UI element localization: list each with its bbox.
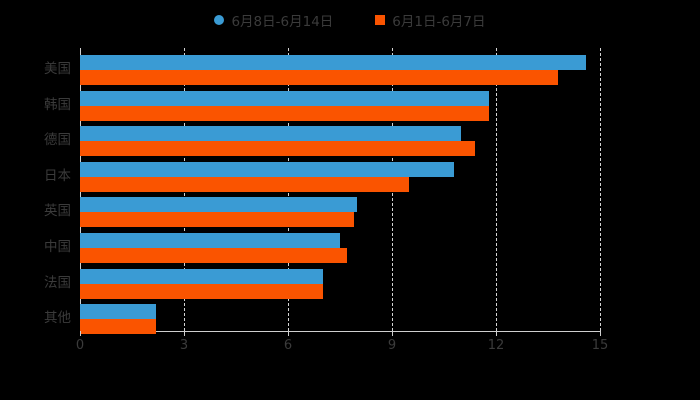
bar-series-2[interactable] [80,319,157,335]
y-axis-category-label: 英国 [44,203,71,220]
x-tick-mark [184,331,185,336]
bar-series-1[interactable] [80,90,490,106]
bar-series-2[interactable] [80,70,559,85]
bar-series-2[interactable] [80,212,354,228]
x-tick-mark [496,331,497,336]
bar-series-2[interactable] [80,248,347,263]
x-tick-mark [600,331,601,336]
legend-swatch-circle-icon [214,15,225,25]
bar-series-1[interactable] [80,304,157,320]
bar-series-1[interactable] [80,233,340,248]
bar-group: 其他 [44,304,600,335]
y-axis-category-label: 日本 [44,167,71,184]
x-axis-line [80,331,601,332]
bar-group: 韩国 [44,90,600,121]
bar-series-2[interactable] [80,105,490,121]
bar-series-1[interactable] [80,55,587,70]
x-tick-label: 3 [179,338,189,353]
x-tick-mark [80,331,81,336]
y-axis-category-label: 法国 [44,274,71,291]
gridline [600,48,601,331]
y-axis-category-label: 韩国 [44,96,71,113]
x-tick-mark [288,331,289,336]
y-axis-category-label: 美国 [44,61,71,77]
bar-group: 中国 [44,233,600,263]
x-tick-label: 9 [387,338,397,353]
legend-label-series-2: 6月1日-6月7日 [392,14,486,30]
x-tick-mark [392,331,393,336]
chart-legend: 6月8日-6月14日 6月1日-6月7日 [0,8,700,32]
x-tick-label: 6 [283,338,293,353]
bar-series-1[interactable] [80,126,462,142]
plot-area: 美国韩国德国日本英国中国法国其他 0 3 6 9 12 15 [44,48,608,353]
x-tick-label: 12 [487,338,505,353]
legend-swatch-square-icon [375,15,386,25]
bar-series-2[interactable] [80,283,323,299]
bar-group: 法国 [44,268,600,299]
bar-series-2[interactable] [80,176,410,192]
bar-series-2[interactable] [80,141,476,157]
bar-group: 美国 [44,55,600,85]
bar-series-1[interactable] [80,268,323,284]
x-tick-label: 0 [75,338,85,353]
y-axis-category-label: 其他 [44,310,71,327]
bar-series-1[interactable] [80,197,358,213]
y-axis-category-label: 德国 [44,132,71,149]
bar-group: 德国 [44,126,600,157]
bar-series-1[interactable] [80,161,455,177]
bar-group: 英国 [44,197,600,228]
legend-label-series-1: 6月8日-6月14日 [231,14,334,30]
legend-item-series-2[interactable]: 6月1日-6月7日 [375,10,486,30]
legend-item-series-1[interactable]: 6月8日-6月14日 [214,10,333,30]
bar-group: 日本 [44,161,600,192]
gridline [496,48,497,331]
y-axis-category-label: 中国 [44,239,71,255]
x-tick-label: 15 [591,338,609,353]
